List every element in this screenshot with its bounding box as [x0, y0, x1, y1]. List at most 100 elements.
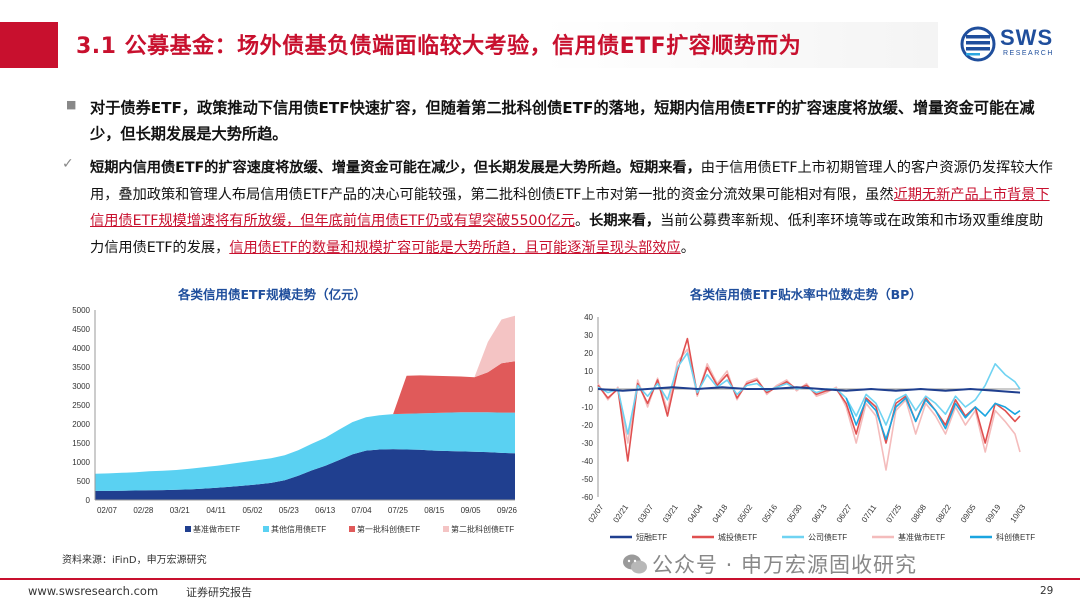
detail-text-1: 由于信用债ETF上市初期管理人的客户资源仍发挥较大作用，叠加政策和管理人布局信用…	[90, 160, 1053, 203]
y-tick-label: 20	[584, 349, 593, 358]
line-series-2	[597, 337, 1021, 462]
chart2-title: 各类信用债ETF贴水率中位数走势（BP）	[690, 287, 922, 302]
x-tick-label: 07/04	[352, 506, 373, 515]
area-series-2	[95, 412, 515, 491]
legend-label: 公司债ETF	[808, 532, 847, 542]
x-tick-label: 07/25	[884, 502, 903, 524]
wechat-icon	[623, 554, 647, 574]
x-tick-label: 04/18	[711, 502, 730, 524]
chart1-etf-scale: 0 500 1000 1500 2000 2500 3000 3500 4000 4500 5000…	[72, 306, 518, 534]
y-tick-label: 2000	[72, 420, 90, 429]
x-tick-label: 02/21	[611, 502, 630, 524]
header-band	[58, 22, 938, 68]
y-tick-label: 0	[86, 496, 91, 505]
square-bullet-icon: ■	[66, 98, 77, 111]
x-tick-label: 09/19	[984, 502, 1003, 524]
x-tick-label: 05/16	[760, 502, 779, 524]
y-tick-label: 4500	[72, 325, 90, 334]
legend-label: 基准做市ETF	[193, 524, 240, 534]
x-tick-label: 03/07	[636, 502, 655, 524]
x-tick-label: 06/27	[835, 502, 854, 524]
legend-label: 城投债ETF	[718, 532, 757, 542]
footer-divider	[0, 578, 1080, 580]
x-tick-label: 02/07	[587, 502, 606, 524]
y-tick-label: 500	[77, 477, 91, 486]
watermark: 公众号 · 申万宏源固收研究	[652, 553, 918, 577]
x-tick-label: 07/25	[388, 506, 409, 515]
header-accent-bar	[0, 22, 58, 68]
logo-subtext: RESEARCH	[1003, 50, 1054, 57]
line-series-5	[845, 397, 1021, 441]
y-tick-label: 4000	[72, 344, 90, 353]
detail-longterm-lead: 长期来看，	[589, 213, 661, 229]
y-tick-label: 2500	[72, 401, 90, 410]
x-tick-label: 06/13	[810, 502, 829, 524]
legend-label: 短融ETF	[636, 532, 667, 542]
page-number: 29	[1040, 585, 1054, 597]
x-tick-label: 08/08	[909, 502, 928, 524]
y-tick-label: -20	[581, 421, 593, 430]
detail-highlight-1: 近期无新产品上市背景下信用债ETF规模增速将有所放缓，但年底前信用债ETF仍或有…	[90, 186, 1050, 230]
legend-label: 其他信用债ETF	[271, 524, 326, 534]
x-tick-label: 09/05	[461, 506, 482, 515]
line-series-3	[597, 352, 1021, 435]
y-tick-label: 0	[589, 385, 594, 394]
x-tick-label: 04/04	[686, 502, 705, 524]
legend-swatch	[443, 526, 449, 532]
logo-text: SWS	[1000, 25, 1054, 50]
detail-text-2: 。	[574, 213, 590, 229]
x-tick-label: 05/02	[242, 506, 263, 515]
summary-paragraph: 对于债券ETF，政策推动下信用债ETF快速扩容，但随着第二批科创债ETF的落地，…	[90, 99, 1035, 143]
x-tick-label: 04/11	[206, 506, 226, 515]
legend-swatch	[185, 526, 191, 532]
y-tick-label: -30	[581, 439, 593, 448]
y-tick-label: 10	[584, 367, 593, 376]
y-tick-label: 30	[584, 331, 593, 340]
area-series-1	[95, 449, 515, 500]
x-tick-label: 10/03	[1009, 502, 1028, 524]
x-tick-label: 02/28	[133, 506, 154, 515]
y-tick-label: 1500	[72, 439, 90, 448]
y-tick-label: -50	[581, 475, 593, 484]
x-tick-label: 05/02	[735, 502, 754, 524]
detail-highlight-2: 信用债ETF的数量和规模扩容可能是大势所趋，且可能逐渐呈现头部效应	[229, 239, 681, 256]
y-tick-label: 3500	[72, 363, 90, 372]
line-series-1	[597, 386, 1021, 394]
y-tick-label: -10	[581, 403, 593, 412]
x-tick-label: 06/13	[315, 506, 336, 515]
y-tick-label: -60	[581, 493, 593, 502]
legend-label: 第一批科创债ETF	[357, 524, 420, 534]
x-tick-label: 02/07	[97, 506, 118, 515]
source-note: 资料来源：iFinD，申万宏源研究	[62, 555, 207, 566]
area-series-3	[95, 361, 515, 474]
x-tick-label: 09/05	[959, 502, 978, 524]
y-tick-label: 40	[584, 313, 593, 322]
page-title: 3.1 公募基金：场外债基负债端面临较大考验，信用债ETF扩容顺势而为	[76, 34, 802, 59]
x-tick-label: 07/11	[860, 503, 879, 525]
x-tick-label: 03/21	[661, 502, 680, 524]
detail-text-3: 当前公募费率新规、低利率环境等或在政策和市场双重维度助力信用债ETF的发展，	[90, 213, 1044, 256]
detail-paragraph: 短期内信用债ETF的扩容速度将放缓、增量资金可能在减少，但长期发展是大势所趋。短…	[90, 155, 1055, 261]
x-tick-label: 03/21	[170, 506, 191, 515]
y-tick-label: 3000	[72, 382, 90, 391]
x-tick-label: 05/23	[279, 506, 300, 515]
y-tick-label: -40	[581, 457, 593, 466]
x-tick-label: 09/26	[497, 506, 518, 515]
footer-label: 证券研究报告	[186, 586, 252, 599]
legend-swatch	[263, 526, 269, 532]
legend-label: 基准做市ETF	[898, 532, 945, 542]
legend-swatch	[349, 526, 355, 532]
legend-label: 第二批科创债ETF	[451, 524, 514, 534]
legend-label: 科创债ETF	[996, 532, 1035, 542]
footer-url[interactable]: www.swsresearch.com	[28, 584, 159, 598]
detail-lead: 短期内信用债ETF的扩容速度将放缓、增量资金可能在减少，但长期发展是大势所趋。短…	[90, 160, 701, 176]
x-tick-label: 05/30	[785, 502, 804, 524]
sws-logo-icon	[960, 26, 996, 62]
y-tick-label: 1000	[72, 458, 90, 467]
detail-text-4: 。	[680, 239, 695, 256]
chart1-title: 各类信用债ETF规模走势（亿元）	[178, 287, 367, 302]
x-tick-label: 08/22	[934, 502, 953, 524]
x-tick-label: 08/15	[424, 506, 445, 515]
y-tick-label: 5000	[72, 306, 90, 315]
